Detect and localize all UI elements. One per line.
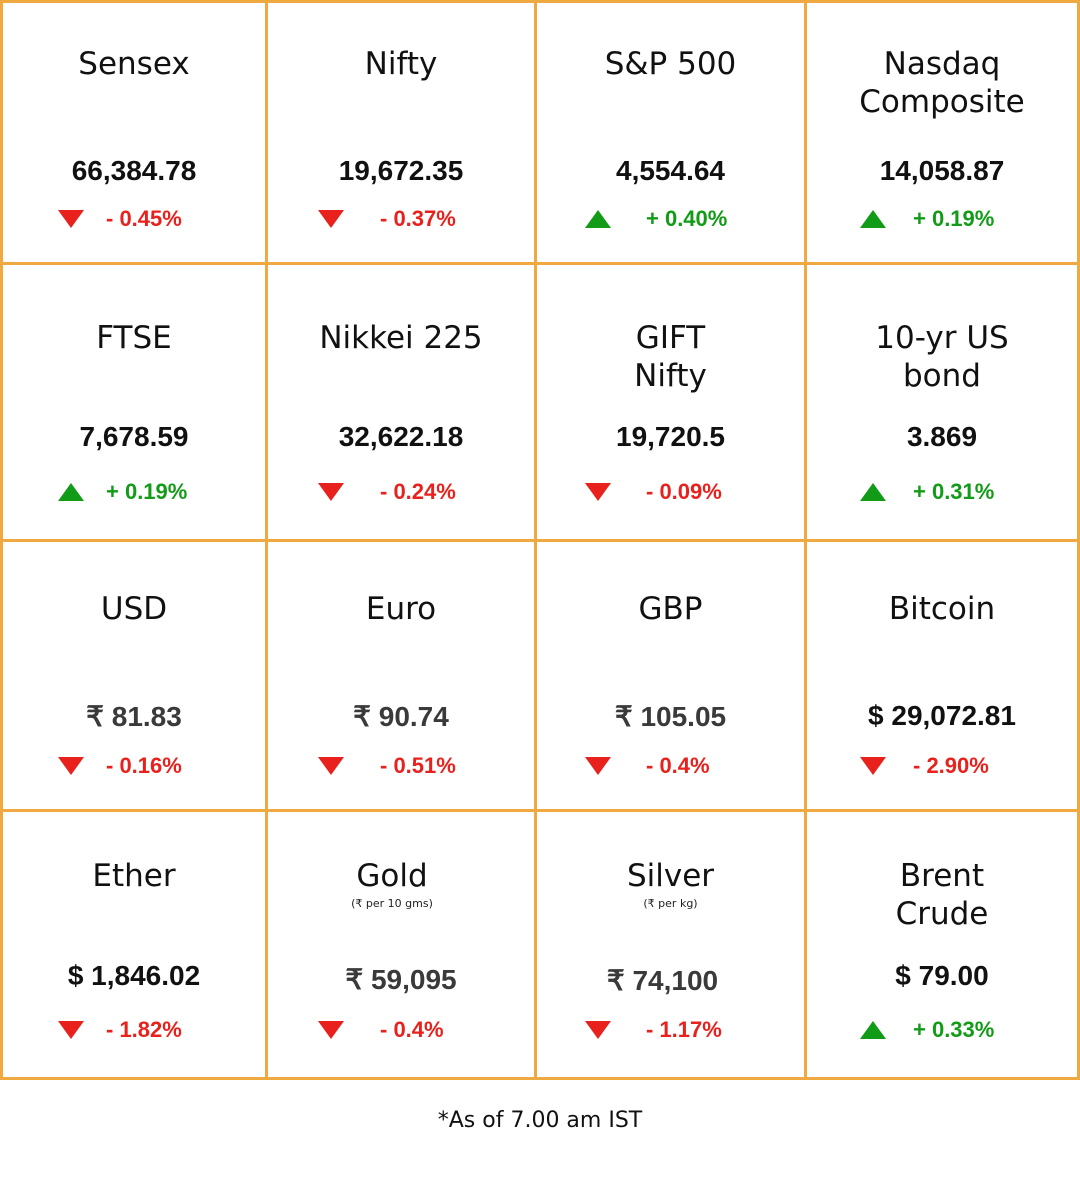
tile-change: - 0.09%: [646, 479, 722, 504]
tile-usd: USD ₹ 81.83 - 0.16%: [0, 539, 268, 812]
down-arrow-icon: [58, 757, 84, 775]
tile-value: $ 79.00: [895, 960, 989, 991]
tile-value: $ 29,072.81: [868, 700, 1016, 731]
tile-bitcoin: Bitcoin $ 29,072.81 - 2.90%: [804, 539, 1080, 812]
tile-title: Ether: [92, 858, 176, 894]
down-arrow-icon: [318, 210, 344, 228]
up-arrow-icon: [860, 1021, 886, 1039]
tile-title: Sensex: [78, 46, 190, 82]
tile-value: $ 1,846.02: [67, 960, 201, 991]
tile-sensex: Sensex 66,384.78 - 0.45%: [0, 0, 268, 265]
tile-value: ₹ 105.05: [614, 701, 727, 732]
tile-gbp: GBP ₹ 105.05 - 0.4%: [534, 539, 807, 812]
tile-silver: Silver (₹ per kg) ₹ 74,100 - 1.17%: [534, 809, 807, 1080]
up-arrow-icon: [58, 483, 84, 501]
tile-change: + 0.33%: [913, 1017, 995, 1042]
tile-title: 10-yr US bond: [875, 320, 1009, 394]
up-arrow-icon: [860, 483, 886, 501]
down-arrow-icon: [585, 757, 611, 775]
tile-change: + 0.40%: [646, 206, 728, 231]
tile-nikkei: Nikkei 225 32,622.18 - 0.24%: [265, 262, 537, 542]
footnote: *As of 7.00 am IST: [437, 1108, 643, 1133]
tile-change: - 0.4%: [646, 753, 710, 778]
down-arrow-icon: [585, 1021, 611, 1039]
down-arrow-icon: [318, 757, 344, 775]
tile-title: Nasdaq Composite: [859, 46, 1025, 120]
tile-title: GBP: [638, 591, 703, 627]
tile-change: + 0.19%: [106, 479, 188, 504]
up-arrow-icon: [585, 210, 611, 228]
tile-value: 3.869: [906, 421, 978, 452]
down-arrow-icon: [318, 483, 344, 501]
tile-value: 4,554.64: [616, 155, 725, 186]
tile-change: - 2.90%: [913, 753, 989, 778]
tile-value: 19,720.5: [616, 421, 725, 452]
tile-change: - 0.24%: [380, 479, 456, 504]
tile-change: - 0.16%: [106, 753, 182, 778]
tile-title: Nifty: [364, 46, 438, 82]
tile-change: - 0.37%: [380, 206, 456, 231]
tile-title: Euro: [365, 591, 437, 627]
tile-value: 66,384.78: [71, 155, 197, 186]
tile-change: - 0.4%: [380, 1017, 444, 1042]
tile-change: - 1.17%: [646, 1017, 722, 1042]
tile-ftse: FTSE 7,678.59 + 0.19%: [0, 262, 268, 542]
down-arrow-icon: [58, 210, 84, 228]
tile-value: 19,672.35: [338, 155, 464, 186]
tile-sp500: S&P 500 4,554.64 + 0.40%: [534, 0, 807, 265]
up-arrow-icon: [860, 210, 886, 228]
market-grid: Sensex 66,384.78 - 0.45% Nifty 19,672.35…: [0, 0, 1080, 1080]
tile-value: 7,678.59: [79, 421, 189, 452]
tile-gold: Gold (₹ per 10 gms) ₹ 59,095 - 0.4%: [265, 809, 537, 1080]
tile-value: ₹ 81.83: [86, 701, 182, 732]
tile-value: 14,058.87: [879, 155, 1005, 186]
tile-subtitle: (₹ per 10 gms): [351, 897, 433, 910]
tile-euro: Euro ₹ 90.74 - 0.51%: [265, 539, 537, 812]
tile-title: S&P 500: [604, 46, 737, 82]
tile-gift-nifty: GIFT Nifty 19,720.5 - 0.09%: [534, 262, 807, 542]
tile-subtitle: (₹ per kg): [643, 897, 698, 910]
tile-value: ₹ 90.74: [353, 701, 449, 732]
down-arrow-icon: [585, 483, 611, 501]
tile-title: USD: [100, 591, 168, 627]
tile-value: 32,622.18: [338, 421, 464, 452]
tile-title: Silver: [626, 858, 715, 894]
tile-change: - 1.82%: [106, 1017, 182, 1042]
tile-change: + 0.31%: [913, 479, 995, 504]
tile-nasdaq: Nasdaq Composite 14,058.87 + 0.19%: [804, 0, 1080, 265]
tile-ether: Ether $ 1,846.02 - 1.82%: [0, 809, 268, 1080]
tile-change: + 0.19%: [913, 206, 995, 231]
down-arrow-icon: [860, 757, 886, 775]
tile-value: ₹ 74,100: [606, 965, 719, 996]
tile-title: Bitcoin: [888, 591, 996, 627]
tile-title: Gold: [356, 858, 428, 894]
tile-change: - 0.45%: [106, 206, 182, 231]
tile-nifty: Nifty 19,672.35 - 0.37%: [265, 0, 537, 265]
tile-us-bond: 10-yr US bond 3.869 + 0.31%: [804, 262, 1080, 542]
tile-change: - 0.51%: [380, 753, 456, 778]
down-arrow-icon: [58, 1021, 84, 1039]
down-arrow-icon: [318, 1021, 344, 1039]
tile-value: ₹ 59,095: [345, 964, 457, 995]
tile-title: Nikkei 225: [319, 320, 483, 356]
tile-title: GIFT Nifty: [634, 320, 707, 394]
tile-title: FTSE: [96, 320, 172, 356]
tile-brent-crude: Brent Crude $ 79.00 + 0.33%: [804, 809, 1080, 1080]
tile-title: Brent Crude: [895, 858, 989, 932]
